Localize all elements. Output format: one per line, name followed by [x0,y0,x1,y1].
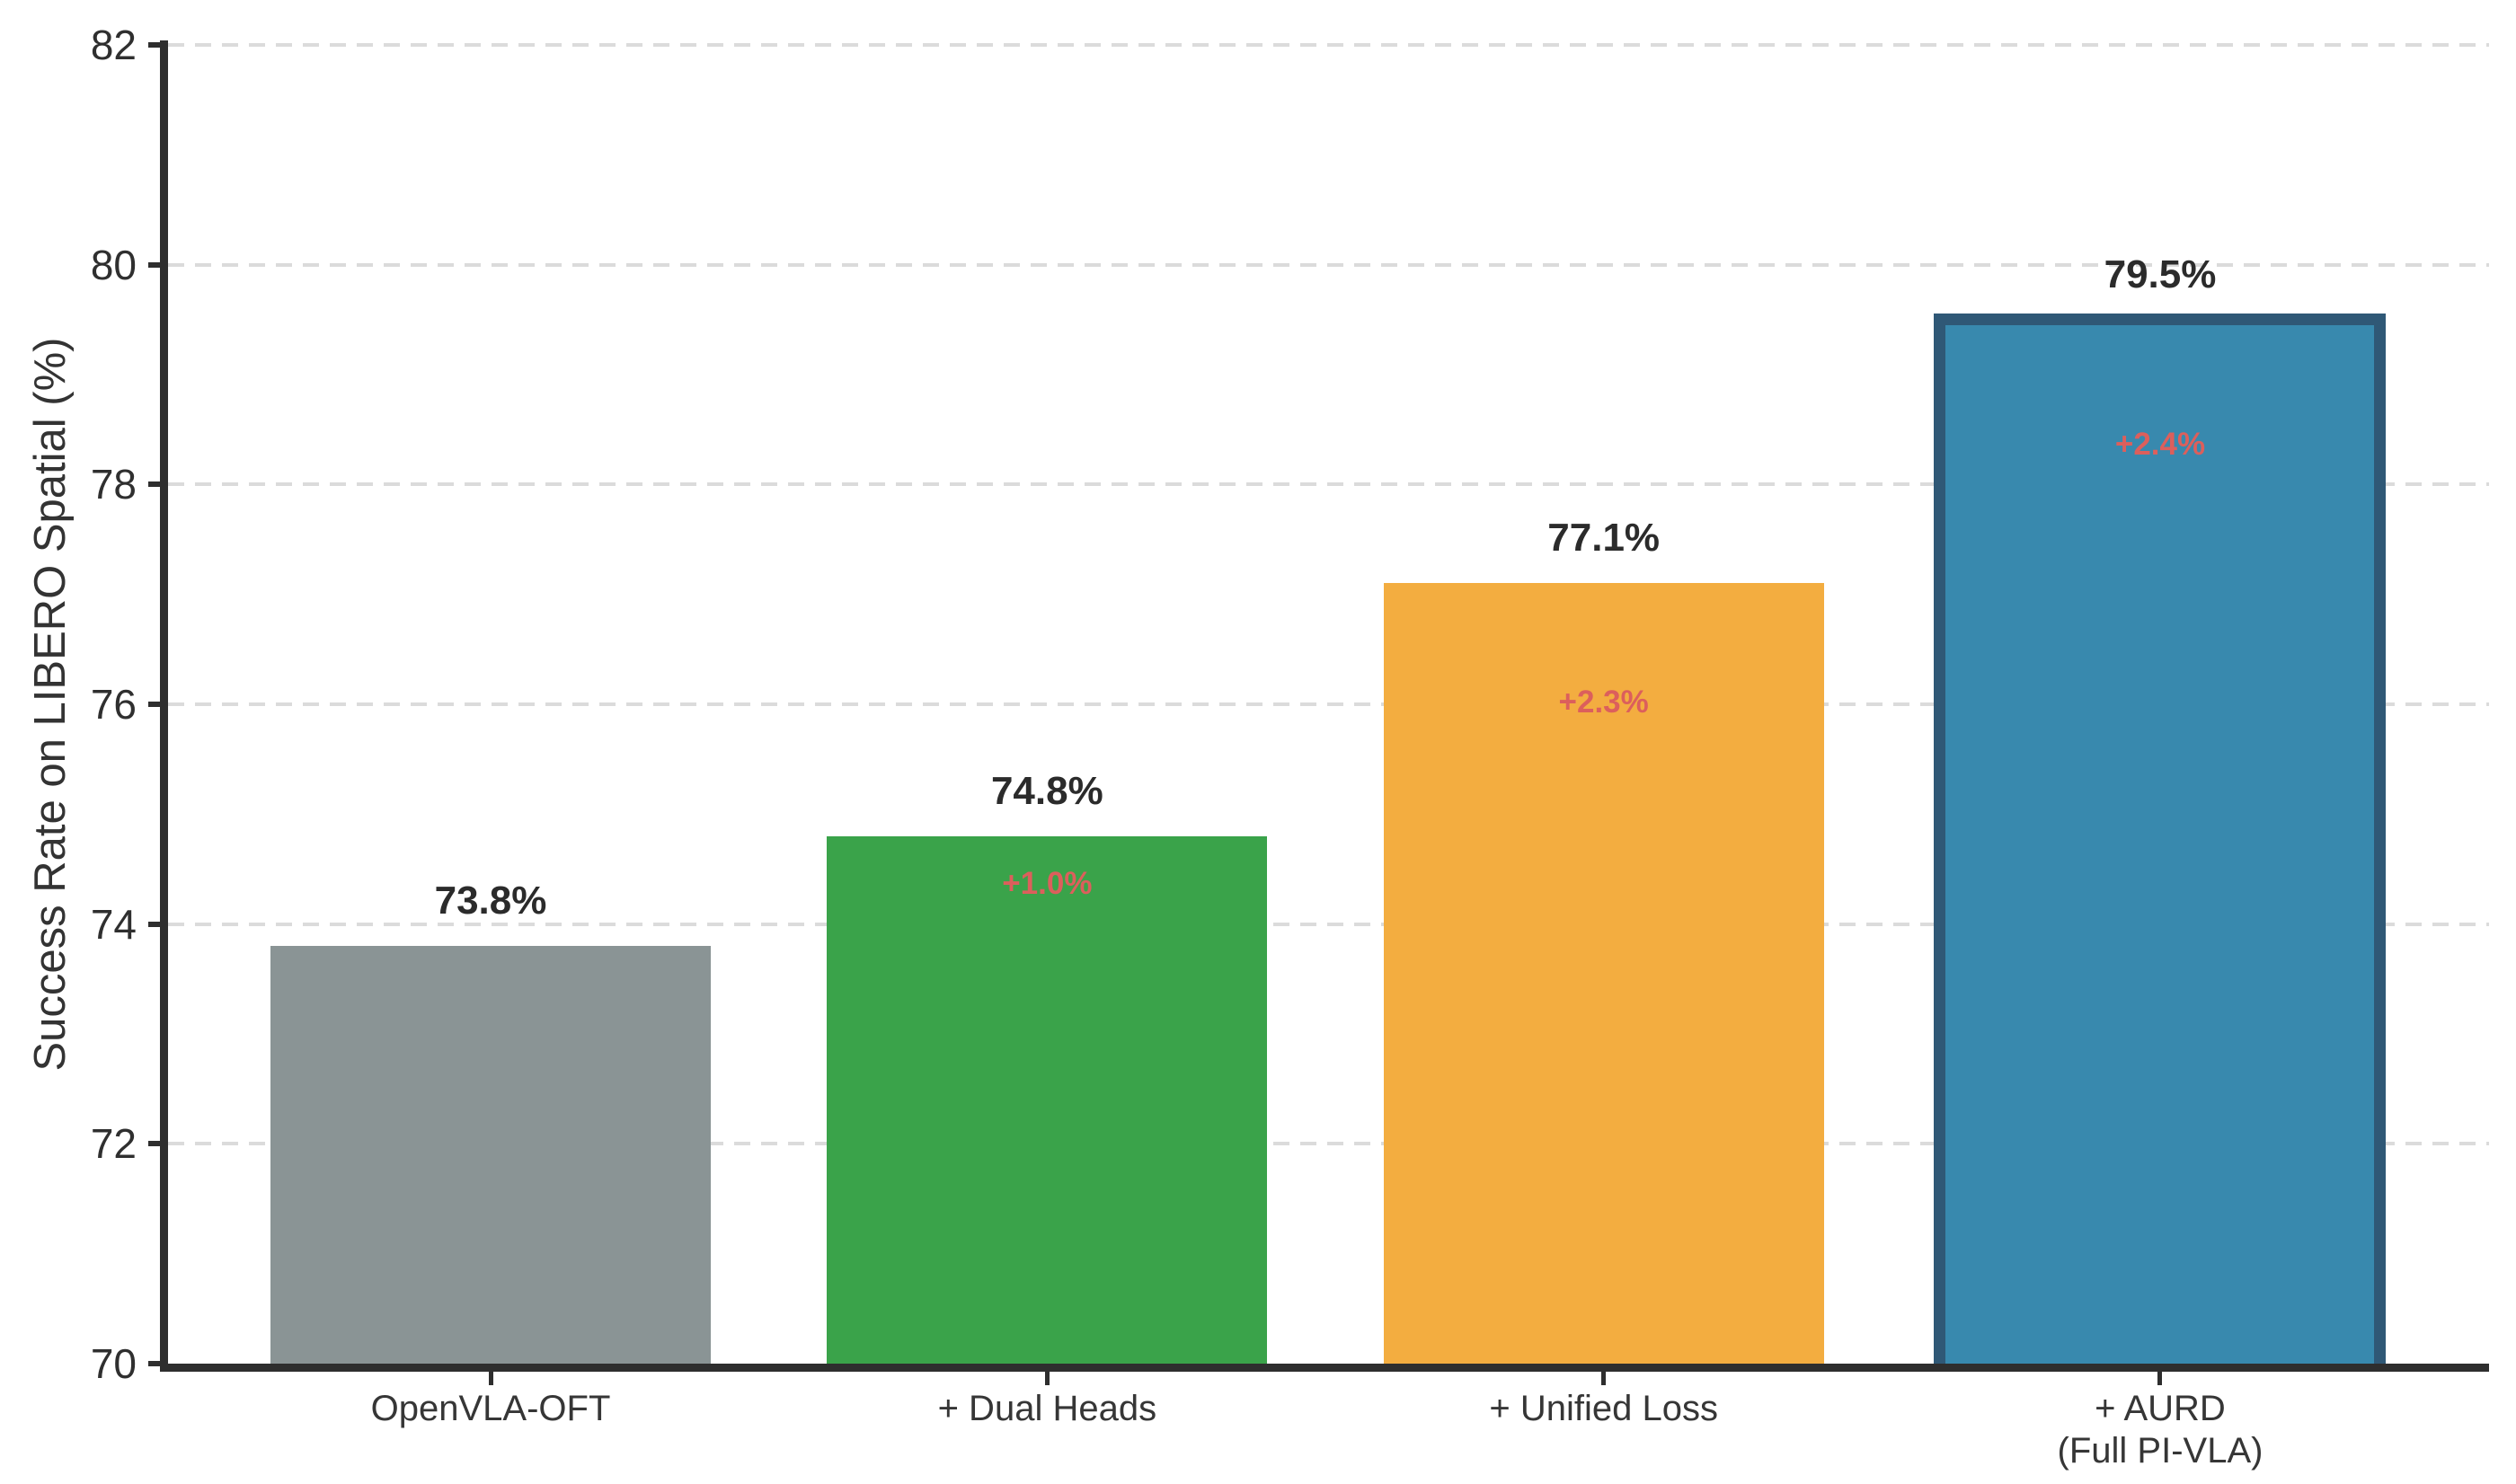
y-tick-78 [148,481,160,488]
x-tick-label-openvla-oft: OpenVLA-OFT [370,1389,611,1428]
y-tick-70 [148,1361,160,1366]
y-tick-76 [148,702,160,707]
y-axis-spine [160,40,168,1372]
y-axis-title: Success Rate on LIBERO Spatial (%) [26,337,75,1072]
y-tick-72 [148,1141,160,1147]
gridline-y-80 [168,262,2489,267]
bar-delta-label-unified-loss: +2.3% [1558,685,1649,720]
x-tick-label-dual-heads: + Dual Heads [937,1389,1157,1428]
y-tick-label-80: 80 [90,241,137,288]
y-tick-label-74: 74 [90,900,137,948]
bar-openvla-oft [270,946,711,1364]
y-tick-80 [148,261,160,268]
bar-delta-label-aurd: +2.4% [2114,426,2206,462]
bar-value-label-aurd: 79.5% [2104,252,2217,296]
y-tick-label-78: 78 [90,461,137,508]
x-tick-openvla-oft [488,1372,493,1385]
x-tick-aurd [2157,1372,2163,1385]
x-tick-unified-loss [1601,1372,1607,1385]
gridline-y-74 [168,922,2489,926]
gridline-y-78 [168,482,2489,487]
bar-value-label-dual-heads: 74.8% [990,768,1103,813]
gridline-y-72 [168,1142,2489,1146]
y-tick-82 [148,42,160,48]
y-tick-label-82: 82 [90,22,137,68]
y-tick-label-70: 70 [90,1340,137,1387]
bar-unified-loss [1383,583,1824,1364]
y-tick-label-72: 72 [90,1120,137,1168]
bar-delta-label-dual-heads: +1.0% [1002,865,1093,901]
gridline-y-76 [168,702,2489,706]
x-axis-spine [160,1364,2489,1372]
y-tick-74 [148,921,160,927]
x-tick-label-aurd: + AURD (Full PI-VLA) [2057,1389,2264,1471]
x-tick-label-unified-loss: + Unified Loss [1489,1389,1718,1428]
gridline-y-82 [168,43,2489,47]
bar-value-label-unified-loss: 77.1% [1547,516,1661,561]
x-tick-dual-heads [1044,1372,1050,1385]
bar-aurd [1934,314,2387,1364]
y-tick-label-76: 76 [90,681,137,728]
bar-value-label-openvla-oft: 73.8% [434,879,547,923]
bar-dual-heads [827,835,1268,1364]
